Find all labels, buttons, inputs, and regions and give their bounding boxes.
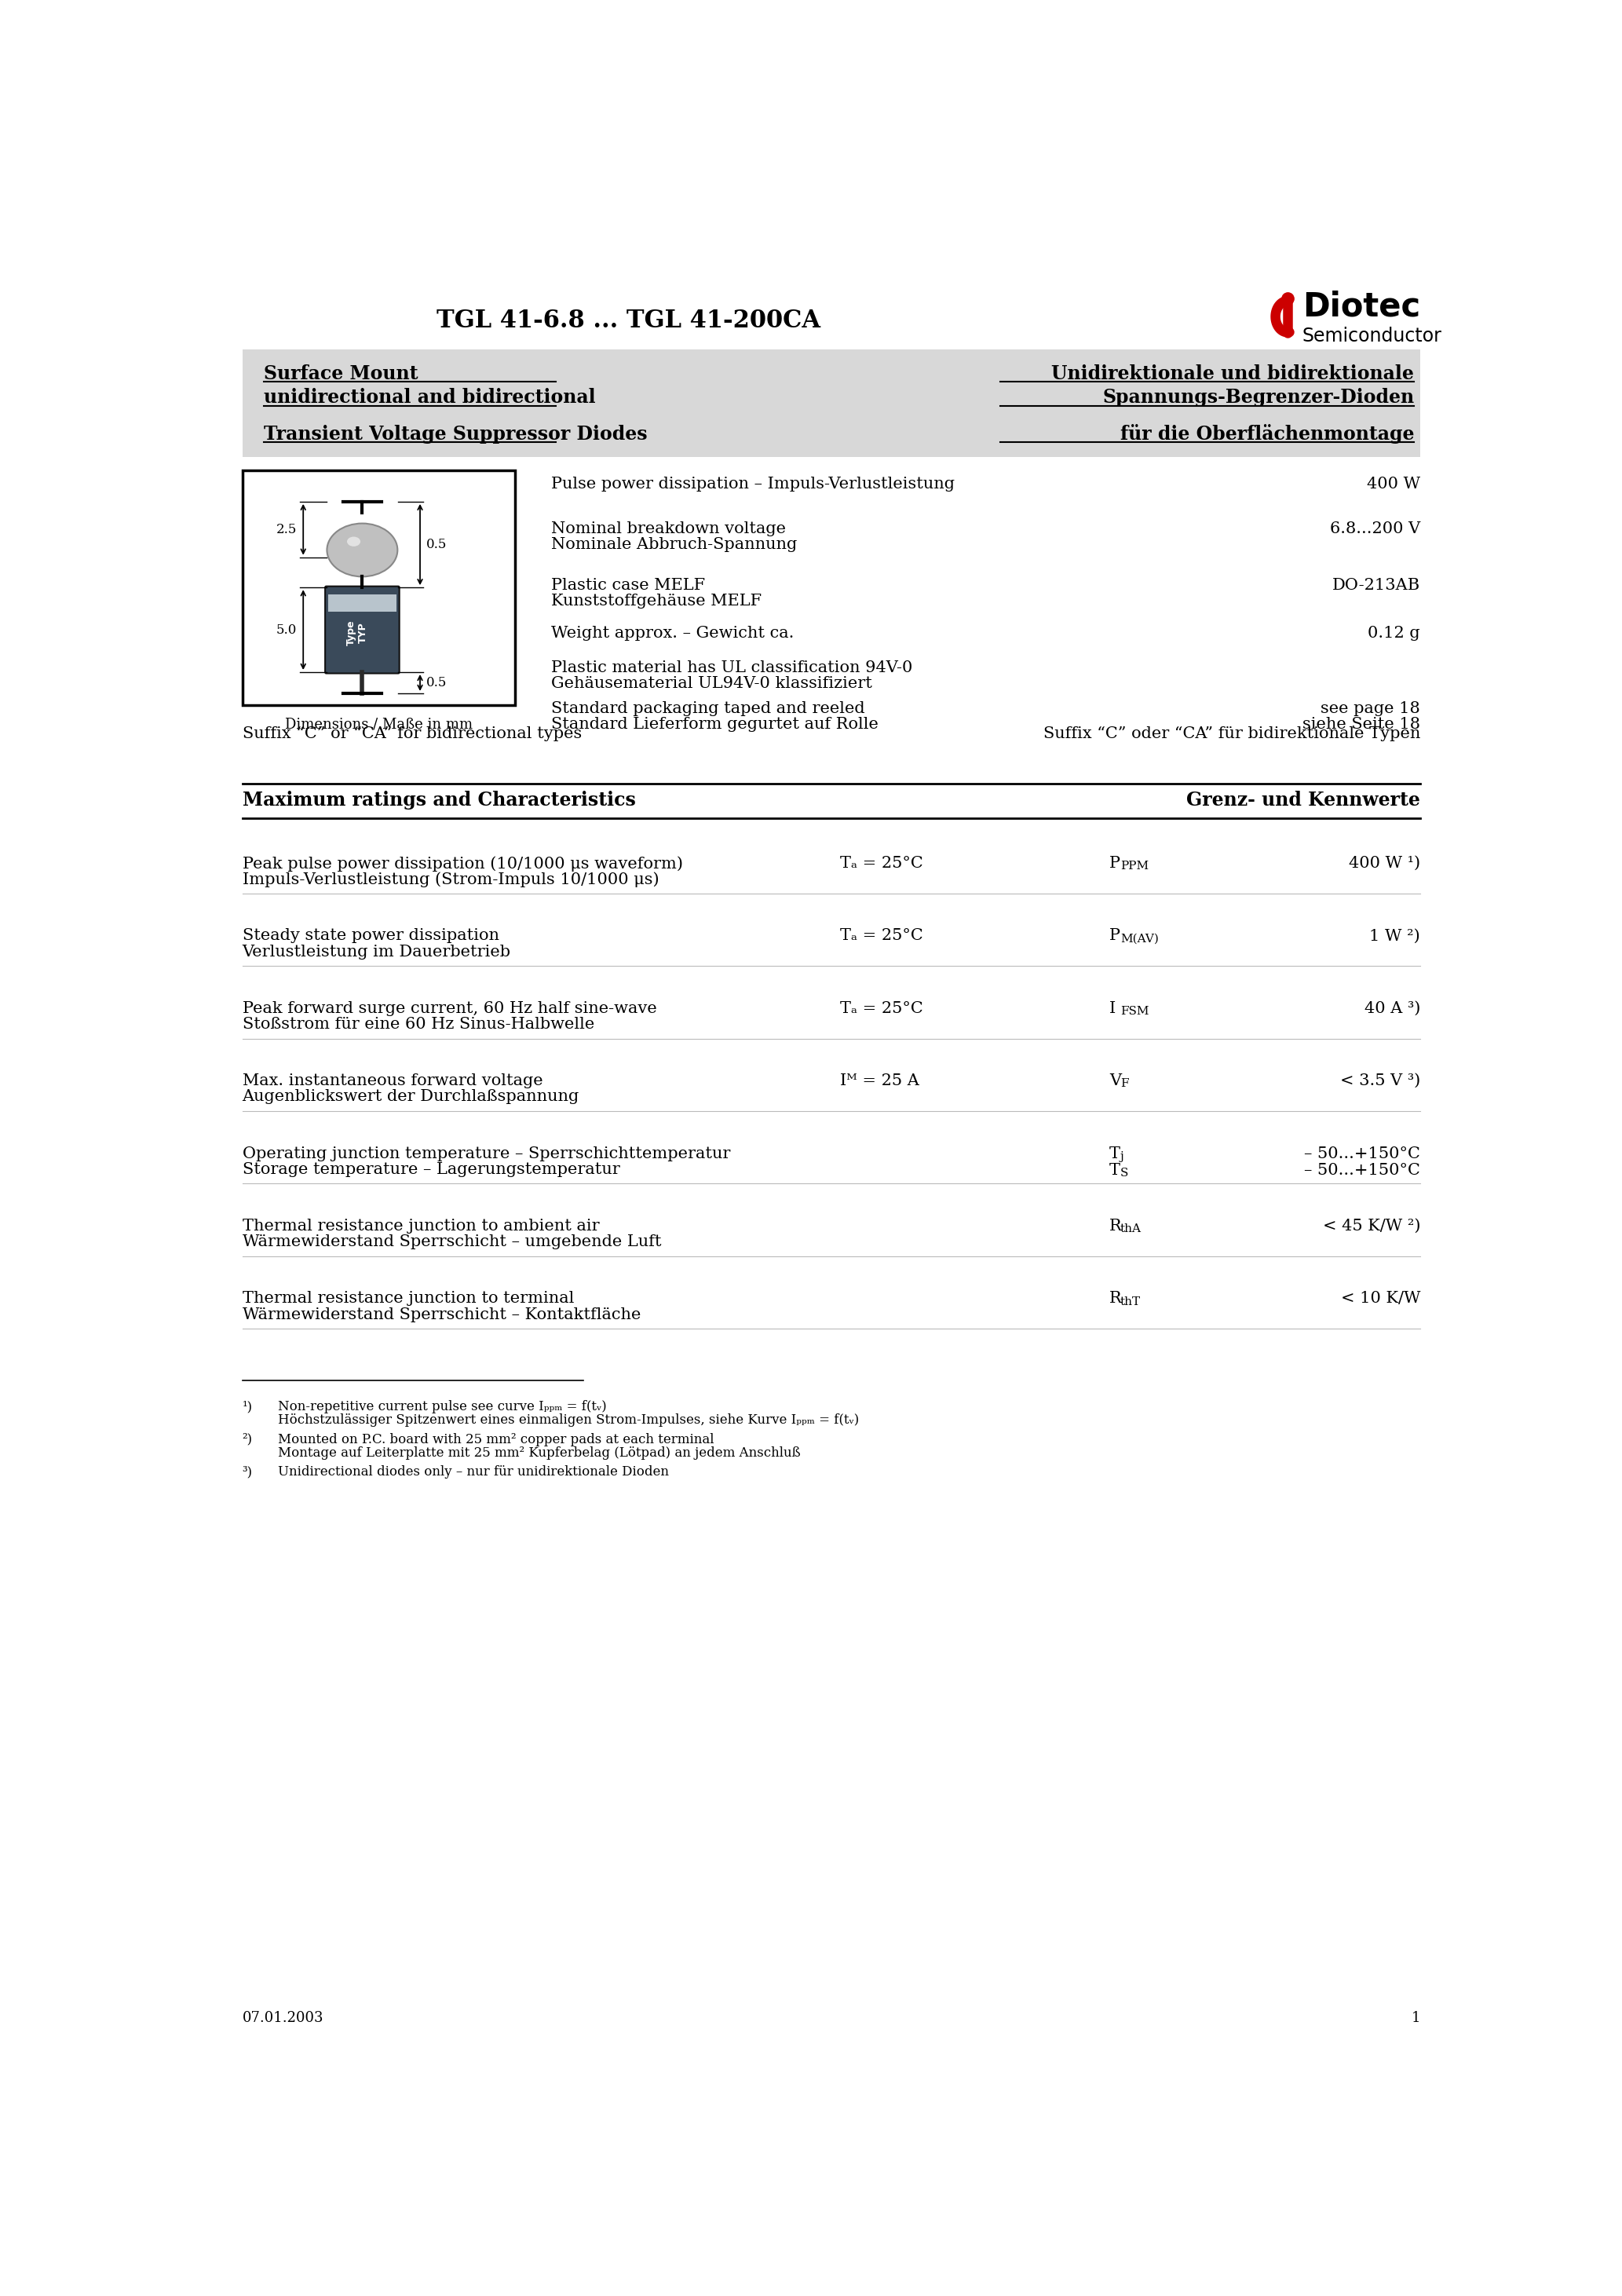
Text: Stoßstrom für eine 60 Hz Sinus-Halbwelle: Stoßstrom für eine 60 Hz Sinus-Halbwelle — [242, 1017, 594, 1031]
Ellipse shape — [328, 523, 397, 576]
Text: j: j — [1121, 1150, 1124, 1162]
Text: unidirectional and bidirectional: unidirectional and bidirectional — [264, 388, 595, 406]
Text: thT: thT — [1121, 1297, 1140, 1306]
Ellipse shape — [347, 537, 360, 546]
Text: P: P — [1109, 856, 1121, 870]
Text: Steady state power dissipation: Steady state power dissipation — [242, 928, 500, 944]
Text: Pulse power dissipation – Impuls-Verlustleistung: Pulse power dissipation – Impuls-Verlust… — [551, 475, 954, 491]
Bar — [242, 349, 1421, 457]
Text: < 10 K/W: < 10 K/W — [1340, 1290, 1421, 1306]
Text: 1: 1 — [1411, 2011, 1421, 2025]
Text: < 3.5 V ³): < 3.5 V ³) — [1340, 1075, 1421, 1088]
Text: Nominal breakdown voltage: Nominal breakdown voltage — [551, 521, 785, 537]
Text: Type
TYP: Type TYP — [347, 620, 368, 645]
Text: 2.5: 2.5 — [276, 523, 297, 537]
Text: Maximum ratings and Characteristics: Maximum ratings and Characteristics — [242, 790, 636, 810]
Text: T: T — [1109, 1146, 1121, 1162]
Text: Semiconductor: Semiconductor — [1302, 326, 1442, 344]
Text: Spannungs-Begrenzer-Dioden: Spannungs-Begrenzer-Dioden — [1103, 388, 1414, 406]
Text: Suffix “C” or “CA” for bidirectional types: Suffix “C” or “CA” for bidirectional typ… — [242, 726, 582, 742]
Text: I: I — [1109, 1001, 1116, 1017]
FancyBboxPatch shape — [324, 585, 399, 673]
Text: Surface Mount: Surface Mount — [264, 365, 418, 383]
Text: Thermal resistance junction to terminal: Thermal resistance junction to terminal — [242, 1290, 574, 1306]
Text: Augenblickswert der Durchlaßspannung: Augenblickswert der Durchlaßspannung — [242, 1088, 579, 1104]
Text: see page 18: see page 18 — [1320, 700, 1421, 716]
Bar — [242, 471, 514, 705]
Text: Plastic material has UL classification 94V-0: Plastic material has UL classification 9… — [551, 661, 912, 675]
Text: Wärmewiderstand Sperrschicht – umgebende Luft: Wärmewiderstand Sperrschicht – umgebende… — [242, 1235, 662, 1249]
Text: Verlustleistung im Dauerbetrieb: Verlustleistung im Dauerbetrieb — [242, 944, 511, 960]
Text: 400 W ¹): 400 W ¹) — [1350, 856, 1421, 870]
Text: < 45 K/W ²): < 45 K/W ²) — [1322, 1219, 1421, 1233]
Text: Peak pulse power dissipation (10/1000 μs waveform): Peak pulse power dissipation (10/1000 μs… — [242, 856, 683, 872]
Text: Montage auf Leiterplatte mit 25 mm² Kupferbelag (Lötpad) an jedem Anschluß: Montage auf Leiterplatte mit 25 mm² Kupf… — [277, 1446, 800, 1460]
Text: DO-213AB: DO-213AB — [1332, 579, 1421, 592]
Text: Non-repetitive current pulse see curve Iₚₚₘ = f(tᵥ): Non-repetitive current pulse see curve I… — [277, 1401, 607, 1414]
Text: 1 W ²): 1 W ²) — [1369, 928, 1421, 944]
Text: R: R — [1109, 1290, 1122, 1306]
Text: PPM: PPM — [1121, 861, 1148, 872]
Text: R: R — [1109, 1219, 1122, 1233]
Text: 0.5: 0.5 — [427, 537, 446, 551]
Text: Höchstzulässiger Spitzenwert eines einmaligen Strom-Impulses, siehe Kurve Iₚₚₘ =: Höchstzulässiger Spitzenwert eines einma… — [277, 1414, 858, 1426]
Text: 07.01.2003: 07.01.2003 — [242, 2011, 323, 2025]
Text: 5.0: 5.0 — [276, 622, 297, 636]
Text: 40 A ³): 40 A ³) — [1364, 1001, 1421, 1017]
Text: ¹): ¹) — [242, 1401, 253, 1414]
Text: Suffix “C” oder “CA” für bidirektionale Typen: Suffix “C” oder “CA” für bidirektionale … — [1043, 726, 1421, 742]
Text: – 50...+150°C: – 50...+150°C — [1304, 1146, 1421, 1162]
Text: Nominale Abbruch-Spannung: Nominale Abbruch-Spannung — [551, 537, 796, 553]
Text: Tₐ = 25°C: Tₐ = 25°C — [840, 928, 923, 944]
Text: Impuls-Verlustleistung (Strom-Impuls 10/1000 μs): Impuls-Verlustleistung (Strom-Impuls 10/… — [242, 872, 659, 886]
Text: Kunststoffgehäuse MELF: Kunststoffgehäuse MELF — [551, 595, 761, 608]
Text: Diotec: Diotec — [1302, 292, 1421, 324]
Text: Operating junction temperature – Sperrschichttemperatur: Operating junction temperature – Sperrsc… — [242, 1146, 730, 1162]
Text: für die Oberflächenmontage: für die Oberflächenmontage — [1121, 425, 1414, 443]
Text: Unidirektionale und bidirektionale: Unidirektionale und bidirektionale — [1051, 365, 1414, 383]
Text: Mounted on P.C. board with 25 mm² copper pads at each terminal: Mounted on P.C. board with 25 mm² copper… — [277, 1433, 714, 1446]
Text: Wärmewiderstand Sperrschicht – Kontaktfläche: Wärmewiderstand Sperrschicht – Kontaktfl… — [242, 1306, 641, 1322]
Text: ²): ²) — [242, 1433, 253, 1446]
Text: Weight approx. – Gewicht ca.: Weight approx. – Gewicht ca. — [551, 627, 793, 641]
Text: Plastic case MELF: Plastic case MELF — [551, 579, 704, 592]
Text: F: F — [1121, 1079, 1129, 1091]
Text: S: S — [1121, 1169, 1129, 1178]
Text: Unidirectional diodes only – nur für unidirektionale Dioden: Unidirectional diodes only – nur für uni… — [277, 1465, 668, 1479]
Text: V: V — [1109, 1075, 1121, 1088]
Text: 0.5: 0.5 — [427, 675, 446, 689]
Text: Tₐ = 25°C: Tₐ = 25°C — [840, 1001, 923, 1017]
Text: Peak forward surge current, 60 Hz half sine-wave: Peak forward surge current, 60 Hz half s… — [242, 1001, 657, 1017]
Text: TGL 41-6.8 ... TGL 41-200CA: TGL 41-6.8 ... TGL 41-200CA — [436, 308, 821, 333]
Text: Standard Lieferform gegurtet auf Rolle: Standard Lieferform gegurtet auf Rolle — [551, 716, 878, 732]
Text: Transient Voltage Suppressor Diodes: Transient Voltage Suppressor Diodes — [264, 425, 647, 443]
Text: ³): ³) — [242, 1465, 253, 1479]
Text: thA: thA — [1121, 1224, 1142, 1235]
Text: Grenz- und Kennwerte: Grenz- und Kennwerte — [1186, 790, 1421, 810]
Text: Dimensions / Maße in mm: Dimensions / Maße in mm — [285, 716, 472, 730]
Text: M(AV): M(AV) — [1121, 934, 1158, 944]
Text: Tₐ = 25°C: Tₐ = 25°C — [840, 856, 923, 870]
Text: Iᴹ = 25 A: Iᴹ = 25 A — [840, 1075, 920, 1088]
Text: Storage temperature – Lagerungstemperatur: Storage temperature – Lagerungstemperatu… — [242, 1162, 620, 1178]
Text: T: T — [1109, 1164, 1121, 1178]
Text: Gehäusematerial UL94V-0 klassifiziert: Gehäusematerial UL94V-0 klassifiziert — [551, 677, 871, 691]
Text: Standard packaging taped and reeled: Standard packaging taped and reeled — [551, 700, 865, 716]
Text: FSM: FSM — [1121, 1006, 1148, 1017]
Text: siehe Seite 18: siehe Seite 18 — [1302, 716, 1421, 732]
Text: 0.12 g: 0.12 g — [1367, 627, 1421, 641]
Text: Max. instantaneous forward voltage: Max. instantaneous forward voltage — [242, 1075, 543, 1088]
Text: 6.8...200 V: 6.8...200 V — [1330, 521, 1421, 537]
Bar — [328, 595, 396, 611]
Text: Thermal resistance junction to ambient air: Thermal resistance junction to ambient a… — [242, 1219, 599, 1233]
Text: P: P — [1109, 928, 1121, 944]
Text: – 50...+150°C: – 50...+150°C — [1304, 1164, 1421, 1178]
Text: 400 W: 400 W — [1367, 475, 1421, 491]
